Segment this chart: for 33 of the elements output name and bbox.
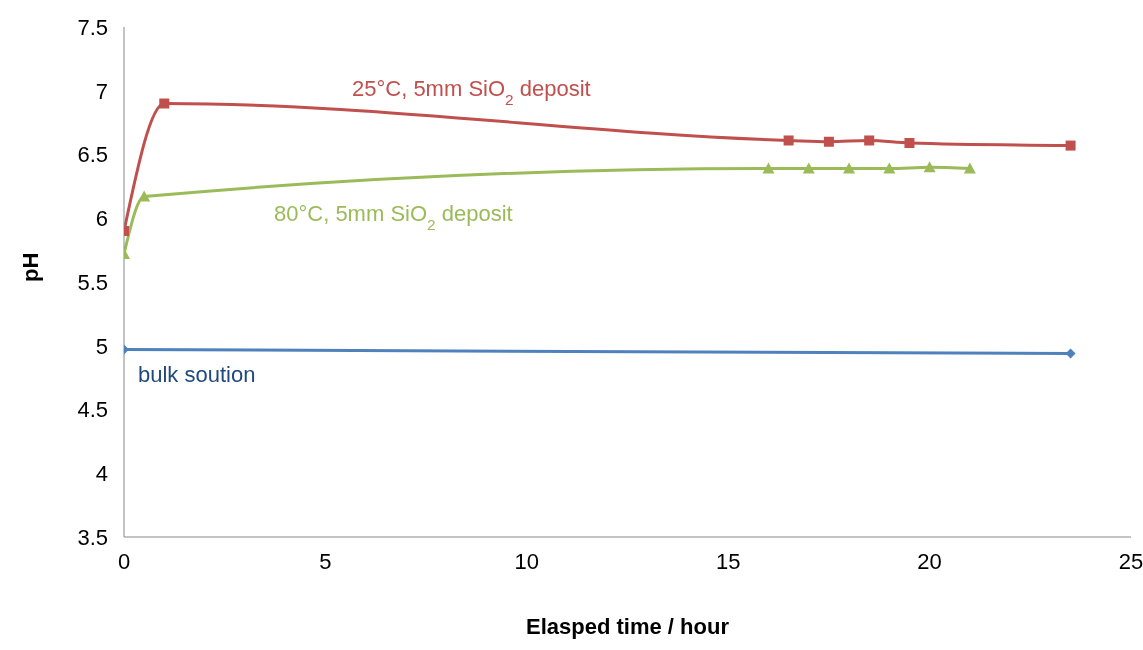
y-tick-label: 5 [95,333,108,359]
x-tick-label: 0 [117,548,131,574]
x-tick-label: 20 [917,548,942,574]
series-label: 80°C, 5mm SiO$_{2}$ deposit [274,201,513,233]
point [159,98,170,109]
point [864,135,875,146]
y-tick-label: 5.5 [77,269,108,295]
point [823,136,834,147]
series-label: 25°C, 5mm SiO$_{2}$ deposit [352,76,591,108]
series-label: bulk soution [138,362,256,387]
point [762,162,775,174]
point [923,161,936,173]
point [1065,140,1076,151]
y-axis-title: pH [17,252,43,282]
y-tick-label: 7.5 [77,14,108,40]
point [963,162,976,174]
y-tick-label: 3.5 [77,524,108,550]
y-tick-label: 4 [95,461,108,487]
point [843,162,856,174]
point [138,190,151,202]
point [904,138,915,149]
x-axis-title: Elasped time / hour [526,614,730,639]
x-tick-label: 25 [1118,548,1143,574]
point [883,162,896,174]
point [802,162,815,174]
x-tick-label: 5 [319,548,332,574]
y-tick-label: 6 [95,206,108,232]
y-tick-label: 7 [95,78,108,104]
y-tick-label: 4.5 [77,397,108,423]
y-tick-label: 6.5 [77,142,108,168]
x-tick-label: 15 [715,548,741,574]
x-tick-label: 10 [514,548,540,574]
point [783,135,794,146]
